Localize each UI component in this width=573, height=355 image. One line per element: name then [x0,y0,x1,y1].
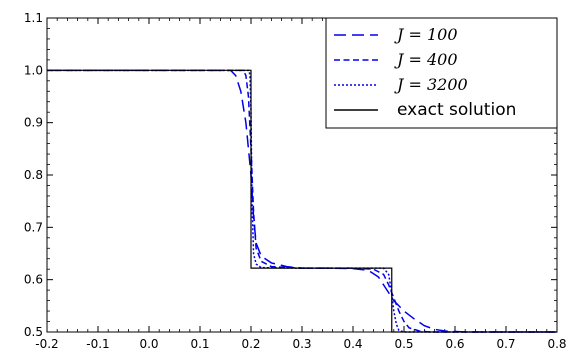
x-tick-label: 0.5 [394,337,413,351]
x-tick-label: 0.8 [547,337,566,351]
series-line-exact-solution [47,69,557,333]
y-tick-label: 0.9 [24,116,43,130]
x-tick-label: 0.7 [496,337,515,351]
legend-label: exact solution [397,100,516,120]
x-tick-label: -0.1 [86,337,109,351]
y-tick-label: 0.8 [24,168,43,182]
x-tick-label: 0.6 [445,337,464,351]
x-tick-label: 0.3 [292,337,311,351]
legend-label: J = 3200 [394,75,468,94]
y-tick-label: 1.0 [24,63,43,77]
series-line-j-3200 [47,69,557,333]
legend-label: J = 100 [394,25,458,44]
x-tick-label: 0.4 [343,337,362,351]
x-tick-label: -0.2 [35,337,58,351]
x-tick-label: 0.2 [241,337,260,351]
y-tick-label: 0.7 [24,220,43,234]
x-tick-label: 0.1 [190,337,209,351]
y-tick-label: 1.1 [24,11,43,25]
legend-label: J = 400 [394,50,458,69]
legend: J = 100 J = 400 J = 3200 exact solution [325,17,558,129]
series-line-j-400 [47,69,557,333]
y-tick-label: 0.6 [24,273,43,287]
series-layer [47,69,557,333]
y-tick-label: 0.5 [24,325,43,339]
x-tick-label: 0.0 [139,337,158,351]
